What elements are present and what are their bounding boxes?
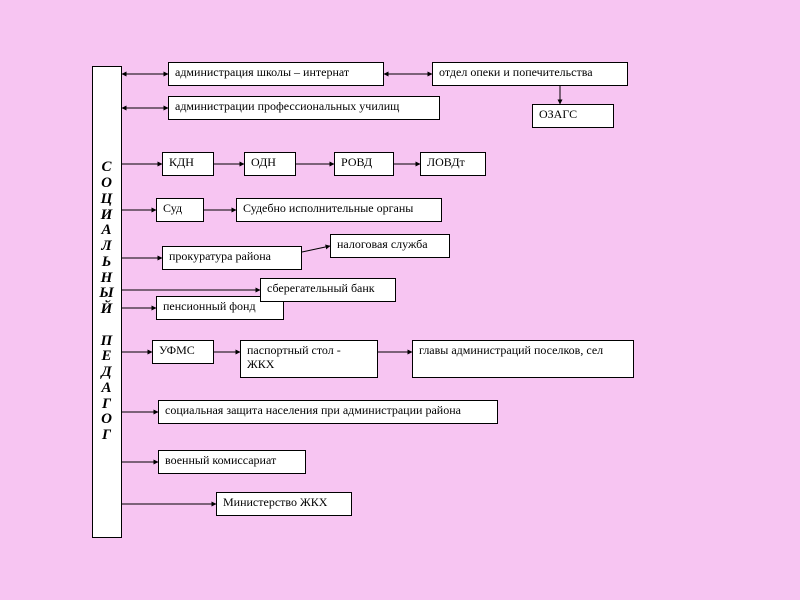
node-n8: ЛОВДт: [420, 152, 486, 176]
node-n16: паспортный стол - ЖКХ: [240, 340, 378, 378]
node-n20: Министерство ЖКХ: [216, 492, 352, 516]
center-letter: Е: [101, 349, 112, 365]
center-letter: Ь: [102, 255, 113, 271]
center-letter: Й: [101, 302, 114, 318]
center-letter: А: [101, 381, 112, 397]
center-letter: И: [101, 208, 114, 224]
node-n7: РОВД: [334, 152, 394, 176]
node-label: прокуратура района: [169, 250, 271, 264]
node-label: паспортный стол - ЖКХ: [247, 344, 371, 372]
node-n10: Судебно исполнительные органы: [236, 198, 442, 222]
center-letter: Л: [101, 239, 112, 255]
node-label: ОЗАГС: [539, 108, 577, 122]
node-label: Министерство ЖКХ: [223, 496, 327, 510]
node-n17: главы администраций поселков, сел: [412, 340, 634, 378]
center-letter: С: [101, 160, 112, 176]
node-label: социальная защита населения при админист…: [165, 404, 461, 418]
node-label: РОВД: [341, 156, 372, 170]
center-letter: П: [101, 334, 114, 350]
center-letter: Г: [102, 397, 112, 413]
node-n11: прокуратура района: [162, 246, 302, 270]
center-letter: О: [101, 412, 113, 428]
node-label: УФМС: [159, 344, 195, 358]
node-n19: военный комиссариат: [158, 450, 306, 474]
center-letter: Ц: [101, 192, 114, 208]
node-label: Суд: [163, 202, 182, 216]
node-n4: ОЗАГС: [532, 104, 614, 128]
node-n12: налоговая служба: [330, 234, 450, 258]
center-letter: Д: [101, 365, 112, 381]
node-label: администрация школы – интернат: [175, 66, 349, 80]
center-letter: Ы: [99, 286, 115, 302]
center-letter: Г: [102, 428, 112, 444]
center-letter: Н: [101, 271, 114, 287]
node-label: налоговая служба: [337, 238, 428, 252]
node-n1: администрация школы – интернат: [168, 62, 384, 86]
center-letter: [105, 318, 110, 334]
center-letter: А: [101, 223, 112, 239]
node-label: ЛОВДт: [427, 156, 465, 170]
node-n2: отдел опеки и попечительства: [432, 62, 628, 86]
node-n3: администрации профессиональных училищ: [168, 96, 440, 120]
node-label: пенсионный фонд: [163, 300, 256, 314]
node-label: военный комиссариат: [165, 454, 276, 468]
center-node-social-pedagog: СОЦИАЛЬНЫЙ ПЕДАГОГ: [92, 66, 122, 538]
center-letter: О: [101, 176, 113, 192]
node-label: администрации профессиональных училищ: [175, 100, 399, 114]
node-n5: КДН: [162, 152, 214, 176]
node-n6: ОДН: [244, 152, 296, 176]
node-n15: УФМС: [152, 340, 214, 364]
node-n9: Суд: [156, 198, 204, 222]
node-n18: социальная защита населения при админист…: [158, 400, 498, 424]
node-label: отдел опеки и попечительства: [439, 66, 593, 80]
node-label: главы администраций поселков, сел: [419, 344, 603, 358]
node-label: сберегательный банк: [267, 282, 375, 296]
node-n14: сберегательный банк: [260, 278, 396, 302]
node-label: Судебно исполнительные органы: [243, 202, 413, 216]
node-label: ОДН: [251, 156, 276, 170]
node-label: КДН: [169, 156, 194, 170]
